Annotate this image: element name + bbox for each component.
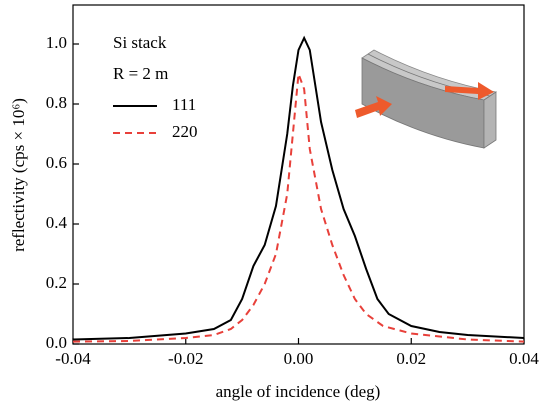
y-tick-label: 0.6 bbox=[46, 153, 67, 172]
y-tick-label: 1.0 bbox=[46, 33, 67, 52]
x-tick-label: -0.04 bbox=[55, 349, 91, 368]
inset-crystal bbox=[355, 49, 498, 149]
series-line bbox=[72, 73, 525, 343]
y-tick-label: 0.4 bbox=[46, 213, 68, 232]
legend-title: Si stack bbox=[113, 33, 167, 52]
legend-label: 220 bbox=[172, 122, 198, 141]
x-tick-label: -0.02 bbox=[168, 349, 203, 368]
x-axis-label: angle of incidence (deg) bbox=[216, 382, 381, 401]
y-tick-label: 0.0 bbox=[46, 333, 67, 352]
legend-title: R = 2 m bbox=[113, 64, 168, 83]
x-tick-label: 0.04 bbox=[509, 349, 539, 368]
y-tick-label: 0.2 bbox=[46, 273, 67, 292]
y-tick-label: 0.8 bbox=[46, 93, 67, 112]
y-axis-label: reflectivity (cps × 10⁶) bbox=[9, 98, 28, 252]
legend-label: 111 bbox=[172, 95, 196, 114]
x-tick-label: 0.00 bbox=[284, 349, 314, 368]
x-tick-label: 0.02 bbox=[396, 349, 426, 368]
series-line bbox=[72, 35, 525, 341]
